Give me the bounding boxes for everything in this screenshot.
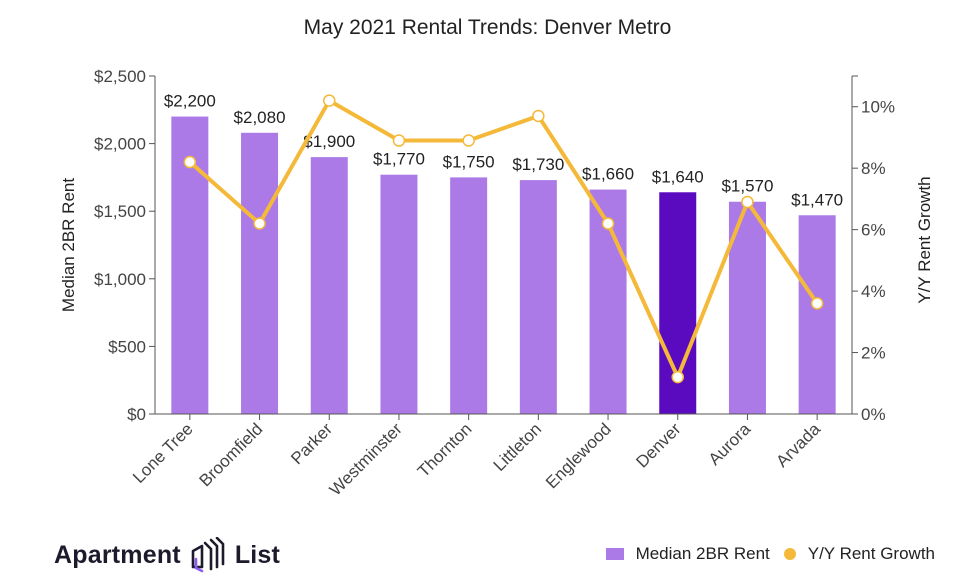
growth-point-westminster xyxy=(392,134,406,147)
bar-data-labels: $2,200 $2,080 $1,900 $1,770 $1,750 $1,730 $1,6… xyxy=(164,92,843,210)
growth-point-thornton xyxy=(462,134,475,147)
logo-text-right: List xyxy=(234,540,281,569)
y-axis-title: Median 2BR Rent xyxy=(59,178,78,312)
left-axis-tick-label: $500 xyxy=(108,337,146,356)
bar-data-label: $1,660 xyxy=(582,165,634,184)
legend-line-label: Y/Y Rent Growth xyxy=(807,544,935,563)
right-axis: 0% 2% 4% 6% 8% 10% xyxy=(851,75,895,424)
bar-westminster xyxy=(380,174,418,414)
growth-line xyxy=(188,98,819,380)
growth-point-englewood xyxy=(601,217,615,230)
left-axis-tick-label: $2,000 xyxy=(94,135,146,154)
right-axis-tick-label: 4% xyxy=(861,282,886,301)
x-axis-tick-label: Lone Tree xyxy=(129,419,197,487)
right-axis-tick-label: 6% xyxy=(861,221,886,240)
bar-data-label: $1,770 xyxy=(373,150,425,169)
bar-parker xyxy=(310,157,348,414)
right-axis-tick-label: 10% xyxy=(861,98,895,117)
growth-point-arvada xyxy=(810,297,824,310)
chart-title: May 2021 Rental Trends: Denver Metro xyxy=(303,16,672,39)
bar-arvada xyxy=(798,215,836,414)
growth-point-denver xyxy=(671,370,684,384)
legend: Median 2BR Rent Y/Y Rent Growth xyxy=(605,544,935,564)
chart-area: $0 $500 $1,000 $1,500 $2,000 $2,500 0% 2% 4% 6% 8… xyxy=(59,67,934,499)
left-axis: $0 $500 $1,000 $1,500 $2,000 $2,500 xyxy=(94,67,156,424)
building-logo-icon xyxy=(191,537,225,573)
x-axis-tick-label: Thornton xyxy=(414,419,476,481)
x-axis-tick-label: Westminster xyxy=(326,419,406,499)
bar-series xyxy=(171,116,836,414)
line-series xyxy=(183,94,824,384)
bar-data-label: $1,730 xyxy=(512,155,564,174)
bar-data-label: $1,750 xyxy=(443,152,495,171)
legend-bar-swatch xyxy=(605,548,624,560)
legend-bar-label: Median 2BR Rent xyxy=(635,544,770,563)
legend-line-swatch xyxy=(783,548,796,560)
bar-thornton xyxy=(450,177,488,414)
logo-text-left: Apartment xyxy=(54,540,181,569)
growth-point-aurora xyxy=(741,195,754,209)
right-axis-tick-label: 0% xyxy=(861,405,886,424)
bar-data-label: $1,470 xyxy=(791,190,843,209)
bar-data-label: $2,080 xyxy=(234,108,286,127)
bar-data-label: $1,570 xyxy=(721,177,773,196)
bar-data-label: $1,900 xyxy=(303,132,355,151)
x-axis-tick-label: Broomfield xyxy=(195,419,266,490)
left-axis-tick-label: $1,500 xyxy=(94,202,146,221)
x-axis-tick-label: Littleton xyxy=(490,419,546,475)
growth-point-broomfield xyxy=(253,217,266,230)
bar-data-label: $2,200 xyxy=(164,92,216,111)
y2-axis-title: Y/Y Rent Growth xyxy=(915,176,934,303)
x-axis-tick-label: Parker xyxy=(287,419,336,468)
bar-broomfield xyxy=(241,132,279,414)
x-axis-tick-label: Denver xyxy=(632,419,684,471)
x-axis-tick-label: Arvada xyxy=(772,419,824,471)
left-axis-tick-label: $0 xyxy=(127,405,146,424)
bar-littleton xyxy=(519,180,557,414)
x-axis-tick-label: Aurora xyxy=(705,419,755,469)
x-axis-tick-label: Englewood xyxy=(542,419,615,492)
growth-point-parker xyxy=(323,94,336,107)
growth-point-lone-tree xyxy=(183,155,197,169)
growth-point-littleton xyxy=(532,109,545,123)
left-axis-tick-label: $1,000 xyxy=(94,270,146,289)
right-axis-tick-label: 2% xyxy=(861,344,886,363)
right-axis-tick-label: 8% xyxy=(861,159,886,178)
bar-data-label: $1,640 xyxy=(652,167,704,186)
left-axis-tick-label: $2,500 xyxy=(94,67,146,86)
apartment-list-logo: Apartment List xyxy=(54,537,280,573)
